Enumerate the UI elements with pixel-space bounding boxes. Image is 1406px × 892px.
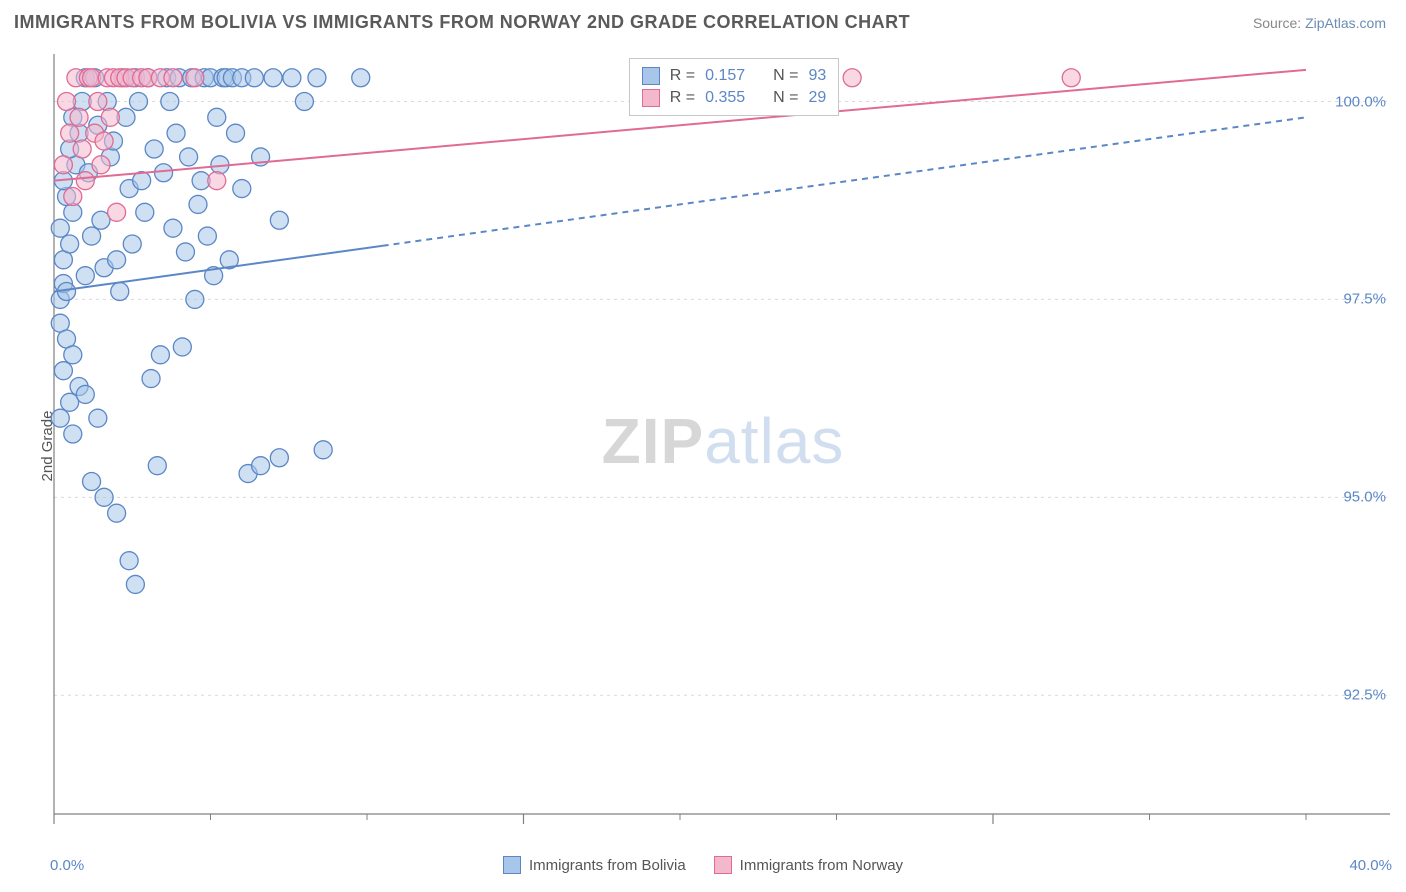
y-tick-label: 100.0% [1335, 93, 1386, 110]
legend-swatch-norway [714, 856, 732, 874]
source-link[interactable]: ZipAtlas.com [1305, 15, 1386, 31]
legend-swatch-bolivia [503, 856, 521, 874]
legend-item-bolivia: Immigrants from Bolivia [503, 856, 686, 874]
stat-r-value: 0.355 [705, 89, 745, 107]
stat-r-label: R = [670, 89, 695, 107]
legend-label-bolivia: Immigrants from Bolivia [529, 857, 686, 874]
chart-title: IMMIGRANTS FROM BOLIVIA VS IMMIGRANTS FR… [14, 12, 910, 33]
stat-r-value: 0.157 [705, 67, 745, 85]
legend-item-norway: Immigrants from Norway [714, 856, 903, 874]
stats-row: R = 0.355 N = 29 [642, 87, 827, 109]
plot-area: ZIPatlas 92.5%95.0%97.5%100.0% R = 0.157… [50, 50, 1396, 832]
stats-swatch [642, 89, 660, 107]
legend-label-norway: Immigrants from Norway [740, 857, 903, 874]
y-tick-label: 97.5% [1343, 291, 1386, 308]
stat-n-value: 29 [809, 89, 827, 107]
stat-n-label: N = [773, 67, 798, 85]
stats-swatch [642, 67, 660, 85]
source-prefix: Source: [1253, 15, 1305, 31]
stats-row: R = 0.157 N = 93 [642, 65, 827, 87]
y-tick-label: 95.0% [1343, 489, 1386, 506]
correlation-stats-box: R = 0.157 N = 93 R = 0.355 N = 29 [629, 58, 840, 116]
source-attribution: Source: ZipAtlas.com [1253, 15, 1386, 31]
stat-r-label: R = [670, 67, 695, 85]
y-tick-label: 92.5% [1343, 687, 1386, 704]
stat-n-label: N = [773, 89, 798, 107]
scatter-plot-svg [50, 50, 1396, 832]
legend: Immigrants from Bolivia Immigrants from … [0, 856, 1406, 874]
stat-n-value: 93 [809, 67, 827, 85]
